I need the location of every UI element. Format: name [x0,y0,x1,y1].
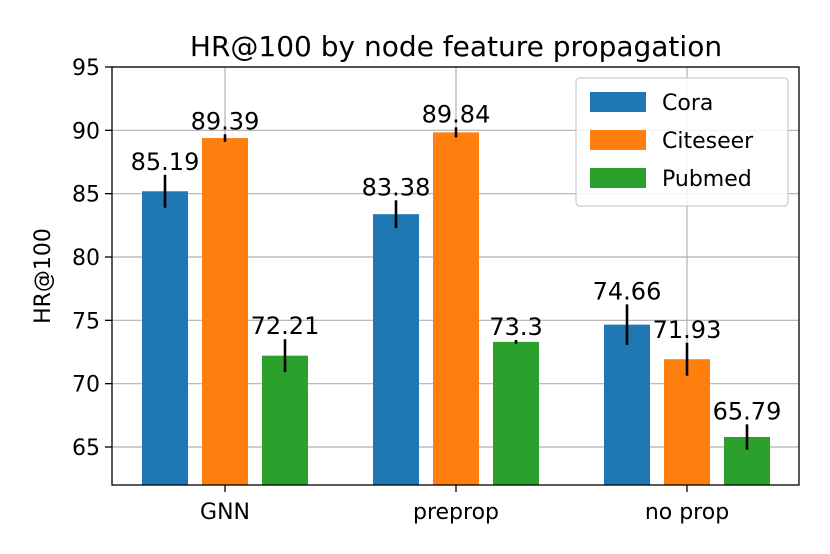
y-tick-label: 85 [72,183,100,208]
data-label: 71.93 [653,316,722,344]
bar-citeseer-0 [202,138,248,485]
data-label: 65.79 [713,397,782,425]
y-tick-label: 90 [72,119,100,144]
x-tick-label: GNN [200,500,250,525]
data-label: 83.38 [362,173,431,201]
legend-label-pubmed: Pubmed [662,167,752,192]
legend-label-citeseer: Citeseer [662,129,754,154]
y-tick-label: 75 [72,309,100,334]
data-label: 89.39 [191,107,260,135]
y-tick-label: 95 [72,56,100,81]
data-label: 85.19 [131,148,200,176]
bar-pubmed-0 [262,355,308,485]
y-tick-label: 80 [72,246,100,271]
data-label: 74.66 [593,277,662,305]
legend-swatch-pubmed [590,168,646,188]
legend: Cora Citeseer Pubmed [575,77,789,207]
data-label: 72.21 [251,312,320,340]
bar-citeseer-2 [664,359,710,485]
y-tick-label: 70 [72,373,100,398]
x-tick-label: no prop [645,500,729,525]
y-axis-label: HR@100 [31,228,56,324]
y-ticks: 65 70 75 80 85 90 95 [72,56,112,461]
bar-cora-0 [142,191,188,485]
legend-swatch-citeseer [590,130,646,150]
x-tick-label: preprop [413,500,499,525]
x-ticks: GNN preprop no prop [200,485,729,525]
chart-title: HR@100 by node feature propagation [190,30,722,63]
y-tick-label: 65 [72,436,100,461]
legend-label-cora: Cora [662,91,713,116]
bar-citeseer-1 [433,132,479,486]
data-label: 73.3 [489,313,542,341]
legend-swatch-cora [590,92,646,112]
data-label: 89.84 [422,100,491,128]
error-bars [163,127,749,450]
bar-pubmed-1 [493,341,539,485]
data-labels: 85.19 83.38 74.66 89.39 89.84 71.93 72.21 73.3 6… [131,100,782,425]
bar-cora-1 [373,214,419,486]
bars [142,132,770,486]
bar-cora-2 [604,324,650,485]
